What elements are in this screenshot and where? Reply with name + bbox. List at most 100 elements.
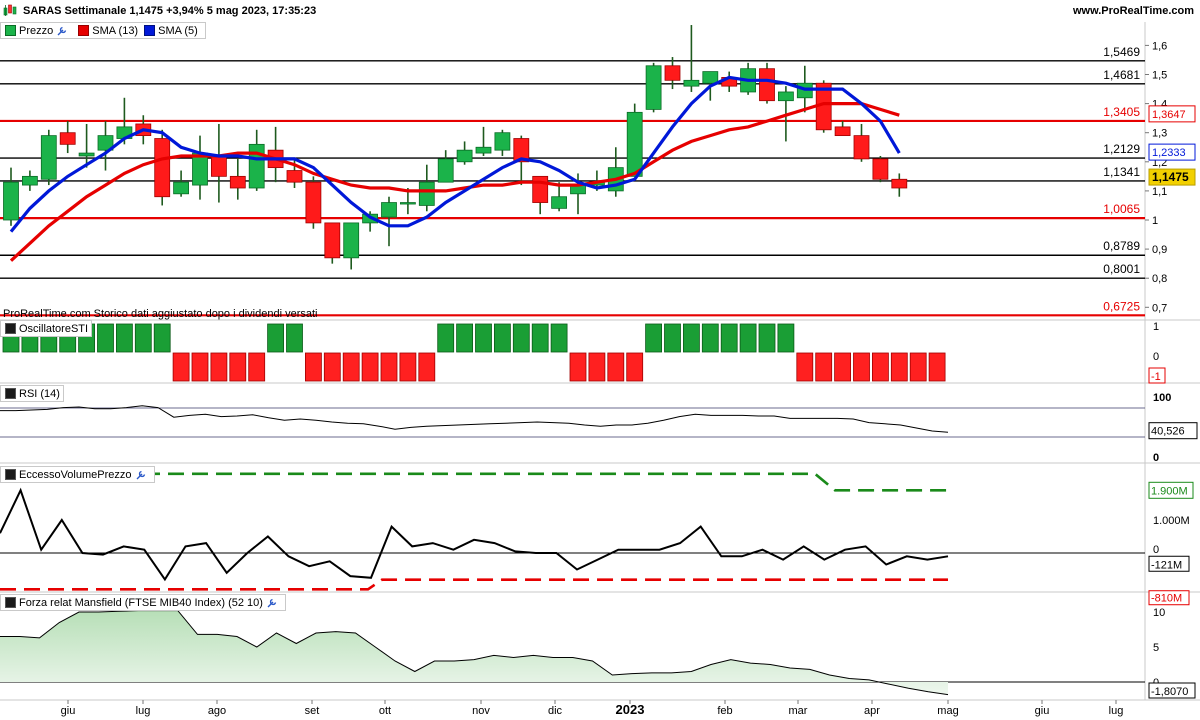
level-label: 1,1341 bbox=[1103, 165, 1140, 179]
x-axis-label: lug bbox=[1109, 705, 1124, 717]
legend-item-sma5[interactable]: SMA (5) bbox=[142, 25, 198, 37]
price-tag-label: 1,2333 bbox=[1152, 147, 1186, 159]
candle-body bbox=[325, 223, 340, 258]
sti-bar bbox=[872, 353, 888, 381]
sti-bar bbox=[740, 324, 756, 352]
sti-legend[interactable]: OscillatoreSTI bbox=[0, 320, 92, 337]
price-tag-label: 1,1475 bbox=[1152, 170, 1189, 184]
rsi-legend[interactable]: RSI (14) bbox=[0, 385, 64, 402]
sti-bar bbox=[608, 353, 624, 381]
price-y-tick-label: 0,9 bbox=[1152, 244, 1167, 256]
level-label: 0,6725 bbox=[1103, 299, 1140, 313]
sti-bar bbox=[778, 324, 794, 352]
sti-bar bbox=[173, 353, 189, 381]
sti-bar bbox=[211, 353, 227, 381]
x-axis-label: lug bbox=[136, 705, 151, 717]
price-y-tick-label: 1,6 bbox=[1152, 40, 1167, 52]
candle bbox=[174, 171, 189, 197]
volume-lower-band bbox=[0, 580, 948, 590]
price-y-tick-label: 1,1 bbox=[1152, 186, 1167, 198]
candle bbox=[495, 130, 510, 156]
price-y-tick-label: 1,3 bbox=[1152, 128, 1167, 140]
rsi-swatch bbox=[5, 388, 16, 399]
sti-bar bbox=[343, 353, 359, 381]
candle-body bbox=[211, 156, 226, 176]
legend-item-price[interactable]: Prezzo bbox=[3, 25, 72, 37]
candle-body bbox=[306, 182, 321, 223]
x-axis-label: 2023 bbox=[616, 702, 645, 717]
sti-bar bbox=[249, 353, 265, 381]
sma13-swatch bbox=[78, 25, 89, 36]
candle-body bbox=[79, 153, 94, 156]
x-axis-label: giu bbox=[1035, 705, 1050, 717]
sti-bar bbox=[570, 353, 586, 381]
x-axis-label: nov bbox=[472, 705, 490, 717]
sti-bar bbox=[116, 324, 132, 352]
mansfield-legend[interactable]: Forza relat Mansfield (FTSE MIB40 Index)… bbox=[0, 594, 286, 611]
sti-bar bbox=[665, 324, 681, 352]
candle-body bbox=[552, 197, 567, 209]
level-label: 1,4681 bbox=[1103, 68, 1140, 82]
candle bbox=[438, 150, 453, 182]
level-label: 1,0065 bbox=[1103, 202, 1140, 216]
volume-upper-tag-label: 1.900M bbox=[1151, 485, 1188, 497]
volume-y-tick-label: 0 bbox=[1153, 544, 1159, 556]
candle bbox=[722, 72, 737, 92]
mansfield-swatch bbox=[5, 597, 16, 608]
legend-item-sma13[interactable]: SMA (13) bbox=[76, 25, 138, 37]
sti-bar bbox=[457, 324, 473, 352]
candle-body bbox=[174, 182, 189, 194]
candle bbox=[230, 159, 245, 200]
candle-body bbox=[495, 133, 510, 150]
legend-label-sma13: SMA (13) bbox=[92, 25, 138, 37]
sti-bar bbox=[381, 353, 397, 381]
volume-legend[interactable]: EccessoVolumePrezzo bbox=[0, 466, 155, 483]
level-label: 0,8789 bbox=[1103, 239, 1140, 253]
candle-body bbox=[476, 147, 491, 153]
x-axis-label: dic bbox=[548, 705, 563, 717]
sti-bar bbox=[797, 353, 813, 381]
rsi-line bbox=[0, 406, 948, 432]
candle-body bbox=[665, 66, 680, 81]
sti-bar bbox=[362, 353, 378, 381]
sti-bar bbox=[268, 324, 284, 352]
volume-tag-label: -121M bbox=[1151, 559, 1182, 571]
candle bbox=[325, 223, 340, 264]
dividend-note: ProRealTime.com Storico dati aggiustato … bbox=[3, 308, 317, 320]
price-tag-label: 1,3647 bbox=[1152, 109, 1186, 121]
sma5-swatch bbox=[144, 25, 155, 36]
price-swatch bbox=[5, 25, 16, 36]
wrench-icon[interactable] bbox=[56, 25, 68, 36]
mansfield-tag-label: -1,8070 bbox=[1151, 686, 1188, 698]
candle-body bbox=[457, 150, 472, 162]
sti-bar bbox=[551, 324, 567, 352]
sti-bar bbox=[721, 324, 737, 352]
sti-bar bbox=[532, 324, 548, 352]
level-label: 1,5469 bbox=[1103, 45, 1140, 59]
candle bbox=[60, 121, 75, 153]
candle bbox=[382, 197, 397, 246]
wrench-icon[interactable] bbox=[266, 597, 278, 608]
sti-bar bbox=[419, 353, 435, 381]
price-legend[interactable]: Prezzo SMA (13) SMA (5) bbox=[0, 22, 206, 39]
candle-body bbox=[703, 72, 718, 84]
sti-bar bbox=[627, 353, 643, 381]
candle bbox=[835, 121, 850, 136]
x-axis-label: mar bbox=[789, 705, 808, 717]
sti-bar bbox=[929, 353, 945, 381]
wrench-icon[interactable] bbox=[135, 469, 147, 480]
candle bbox=[854, 124, 869, 162]
price-y-tick-label: 0,7 bbox=[1152, 302, 1167, 314]
legend-label-rsi: RSI (14) bbox=[19, 388, 60, 400]
rsi-y-tick-label: 100 bbox=[1153, 392, 1171, 404]
sti-tag-label: -1 bbox=[1151, 371, 1161, 383]
candle-body bbox=[684, 80, 699, 86]
mansfield-y-tick-label: 10 bbox=[1153, 607, 1165, 619]
candle-body bbox=[22, 176, 37, 185]
candle-body bbox=[4, 182, 19, 220]
candle-body bbox=[41, 136, 56, 180]
candle bbox=[608, 147, 623, 196]
candle-body bbox=[646, 66, 661, 110]
candle-body bbox=[419, 182, 434, 205]
